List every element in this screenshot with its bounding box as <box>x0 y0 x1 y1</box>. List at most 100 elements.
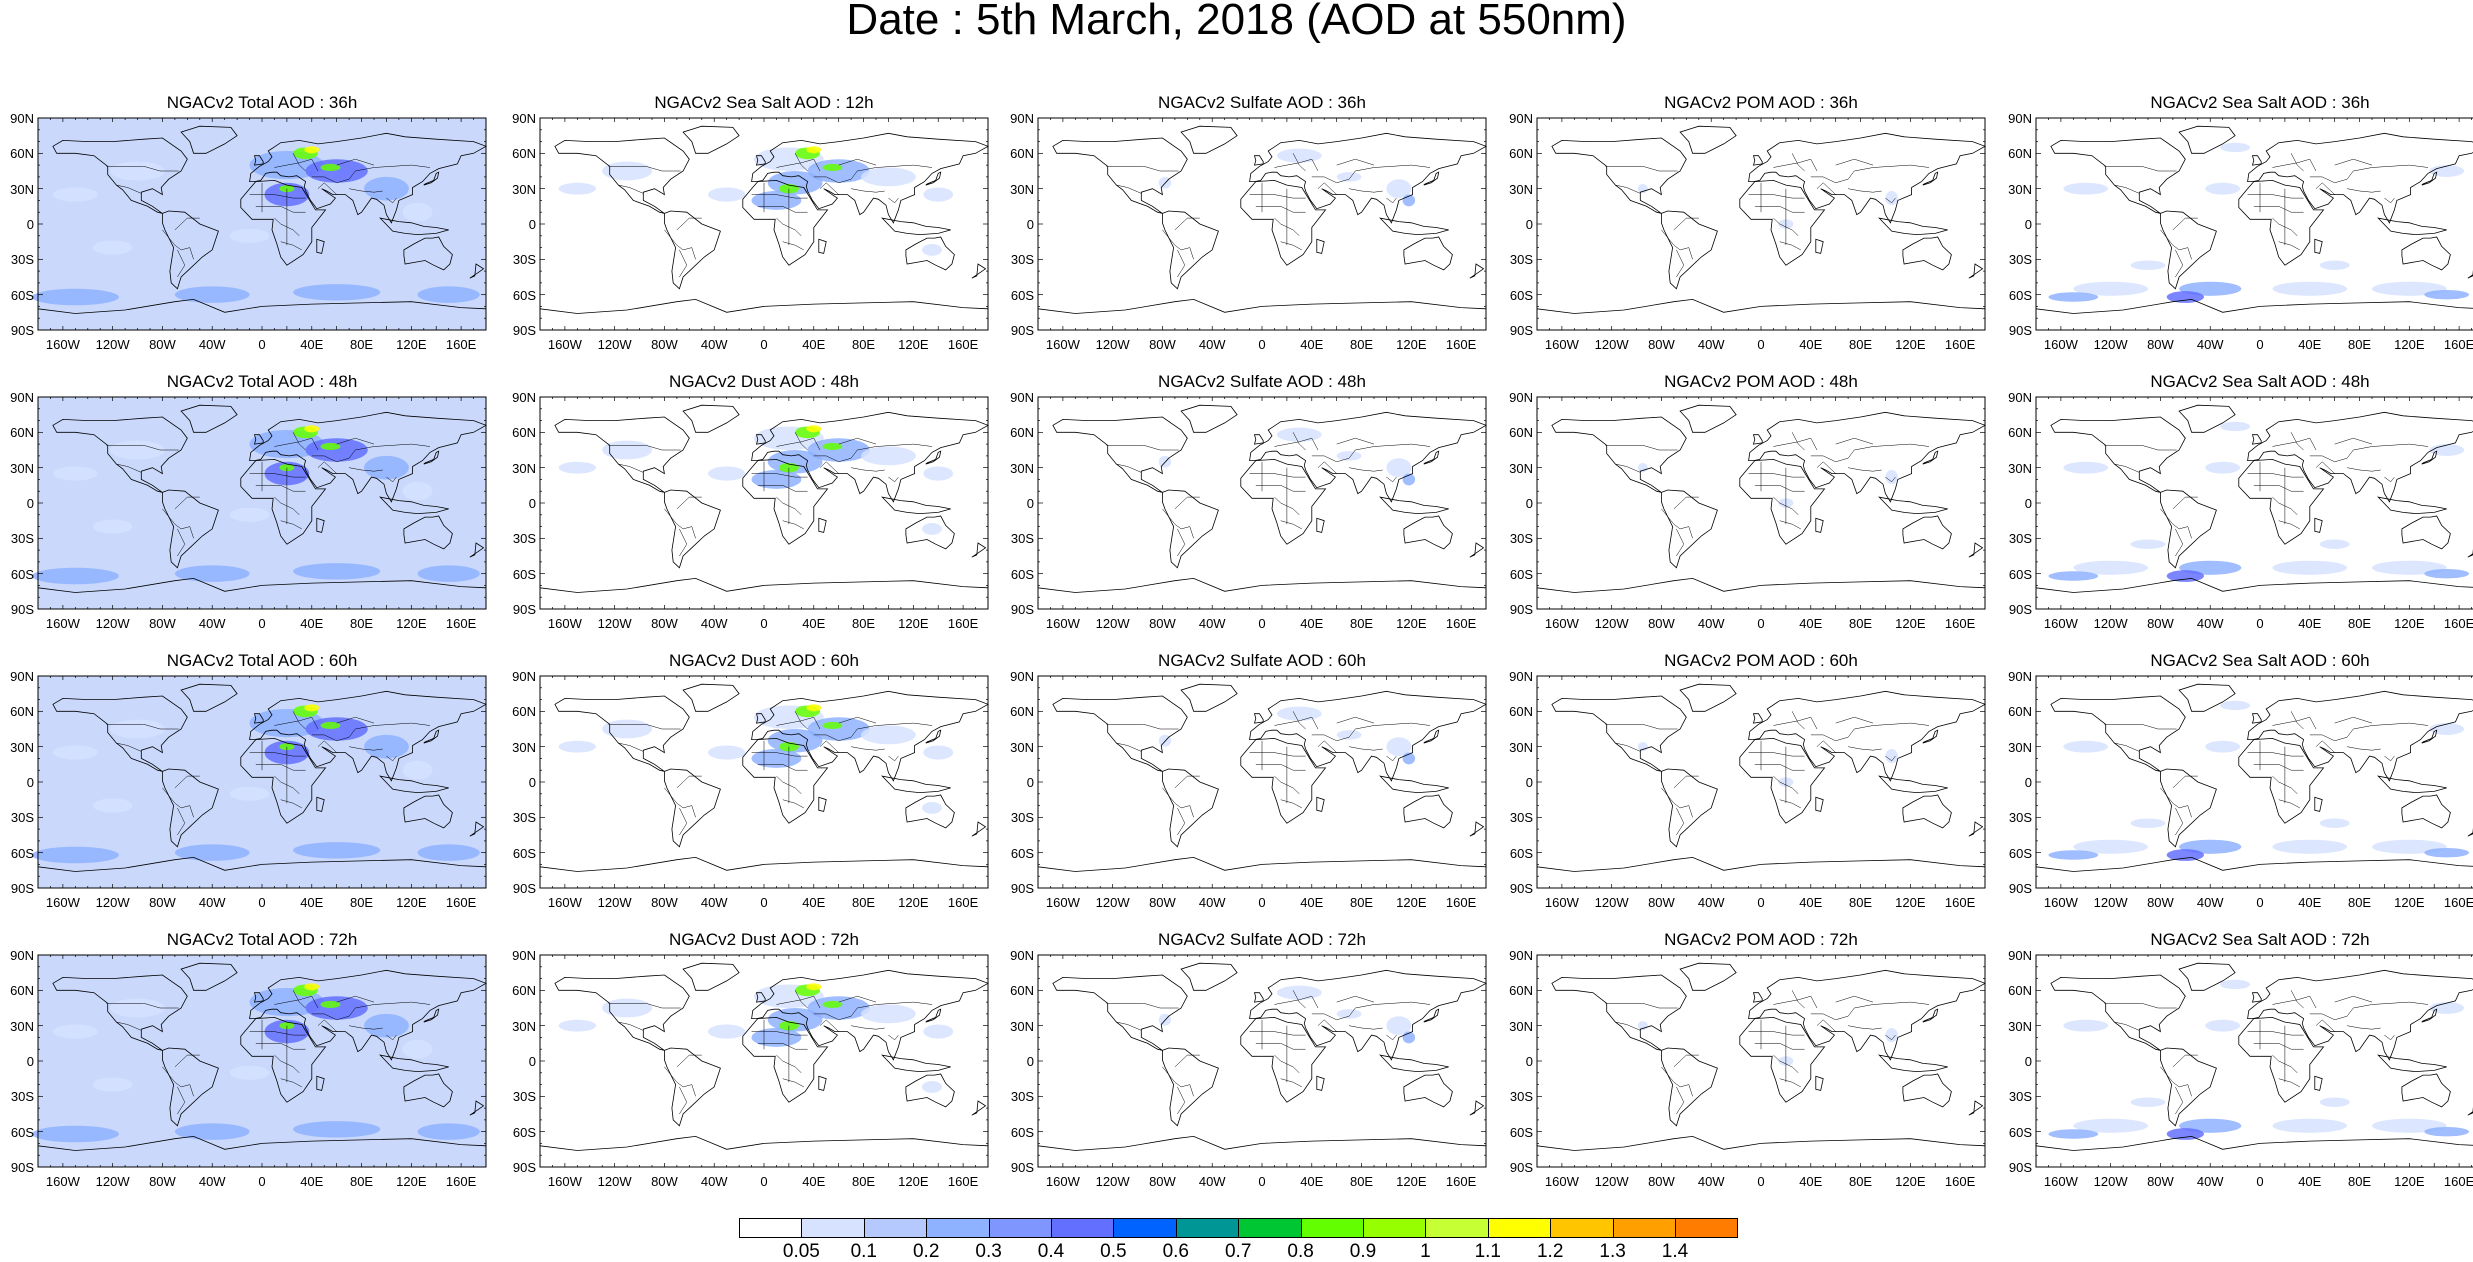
colorbar-swatch <box>863 1218 928 1238</box>
panel-title: NGACv2 Sulfate AOD : 48h <box>1158 372 1366 391</box>
longitude-tick-label: 0 <box>1757 895 1765 910</box>
coastline-japan <box>423 171 440 186</box>
latitude-tick-label: 30S <box>1509 1089 1533 1105</box>
country-border <box>1835 158 1874 166</box>
map-background <box>1537 676 1985 888</box>
latitude-tick-label: 60S <box>10 845 34 861</box>
coastline-uk <box>1253 713 1264 724</box>
country-border <box>838 437 877 445</box>
country-border <box>106 724 179 730</box>
longitude-tick-label: 120E <box>1396 1174 1427 1189</box>
country-border <box>608 445 681 451</box>
longitude-tick-label: 80E <box>349 616 374 631</box>
country-border <box>280 1078 302 1088</box>
aerosol-patch <box>806 704 822 712</box>
longitude-tick-label: 40E <box>2298 1174 2322 1189</box>
country-border <box>349 1025 383 1030</box>
aerosol-patch <box>304 704 320 712</box>
country-border <box>1336 437 1375 445</box>
coastline-new-zealand <box>1469 1100 1485 1116</box>
aerosol-patch <box>229 228 270 243</box>
coastline-japan <box>925 450 942 465</box>
longitude-tick-label: 160W <box>45 337 80 352</box>
map-background <box>1537 118 1985 330</box>
coastline-new-zealand <box>469 821 485 837</box>
aerosol-patch <box>2063 461 2109 474</box>
coastline-madagascar <box>2314 1075 2323 1091</box>
country-border <box>280 799 302 809</box>
country-border <box>794 711 808 730</box>
longitude-tick-label: 80W <box>1648 895 1675 910</box>
aerosol-patch <box>2319 260 2350 270</box>
longitude-tick-label: 40W <box>2196 1174 2224 1189</box>
country-border <box>2347 188 2381 193</box>
latitude-tick-label: 60N <box>512 704 536 720</box>
longitude-tick-label: 40E <box>2298 616 2322 631</box>
latitude-tick-label: 90N <box>512 111 536 126</box>
latitude-tick-label: 90S <box>2008 881 2032 896</box>
country-border <box>782 1078 804 1088</box>
coastline-europe-asia <box>2247 969 2473 1061</box>
aerosol-patch <box>229 786 270 801</box>
country-border <box>280 241 302 251</box>
country-border <box>1661 229 1693 260</box>
latitude-tick-label: 30N <box>10 1018 34 1034</box>
latitude-tick-label: 60S <box>2008 1124 2032 1140</box>
coastline-indonesia <box>1379 217 1449 236</box>
map-panel-sulfate <box>1037 117 1487 331</box>
country-border <box>1274 716 1319 730</box>
longitude-tick-label: 120E <box>1396 337 1427 352</box>
country-border <box>1311 164 1431 184</box>
latitude-tick-label: 30S <box>1509 810 1533 826</box>
map-background <box>540 118 988 330</box>
aerosol-patch <box>229 507 270 522</box>
country-border <box>1835 716 1874 724</box>
panel-title: NGACv2 POM AOD : 48h <box>1664 372 1858 391</box>
country-border <box>162 1066 194 1097</box>
aerosol-patch <box>806 983 822 991</box>
aerosol-patch <box>402 481 433 501</box>
coastline-new-zealand <box>1469 263 1485 279</box>
longitude-tick-label: 120W <box>1594 1174 1629 1189</box>
country-border <box>2175 528 2184 557</box>
latitude-tick-label: 60N <box>1010 983 1034 999</box>
aerosol-patch <box>92 240 133 255</box>
aerosol-patch <box>708 1024 746 1039</box>
aerosol-patch <box>2073 839 2148 854</box>
country-border <box>2290 432 2304 451</box>
latitude-tick-label: 90N <box>1010 111 1034 126</box>
longitude-tick-label: 160W <box>1045 895 1080 910</box>
aerosol-patch <box>1336 451 1362 461</box>
panel-title: NGACv2 Sea Salt AOD : 12h <box>654 93 874 112</box>
country-border <box>2160 508 2192 539</box>
country-border <box>1106 166 1179 172</box>
coastline-indonesia <box>2377 1054 2447 1073</box>
country-border <box>1673 775 1699 789</box>
coastline-greenland <box>682 683 740 712</box>
country-border <box>888 197 899 204</box>
longitude-tick-label: 40E <box>1799 337 1823 352</box>
country-border <box>838 158 877 166</box>
country-border <box>1311 1001 1431 1021</box>
aerosol-patch <box>708 466 746 481</box>
country-border <box>819 1019 839 1032</box>
aerosol-patch <box>807 717 870 741</box>
country-border <box>336 716 375 724</box>
country-border <box>292 153 306 172</box>
latitude-tick-label: 90N <box>512 948 536 963</box>
country-border <box>1661 508 1693 539</box>
longitude-tick-label: 160E <box>947 337 979 352</box>
panel-title: NGACv2 POM AOD : 60h <box>1664 651 1858 670</box>
aerosol-patch <box>1386 1016 1412 1036</box>
country-border <box>851 746 885 751</box>
latitude-tick-label: 0 <box>2024 496 2032 511</box>
latitude-tick-label: 60N <box>10 983 34 999</box>
longitude-tick-label: 40W <box>700 1174 728 1189</box>
latitude-tick-label: 60S <box>10 287 34 303</box>
colorbar-label: 1 <box>1420 1241 1431 1262</box>
aerosol-patch <box>279 464 295 472</box>
colorbar-label: 0.05 <box>782 1241 820 1262</box>
country-border <box>2175 249 2184 278</box>
coastline-europe-asia <box>751 132 989 224</box>
country-border <box>1779 520 1801 530</box>
